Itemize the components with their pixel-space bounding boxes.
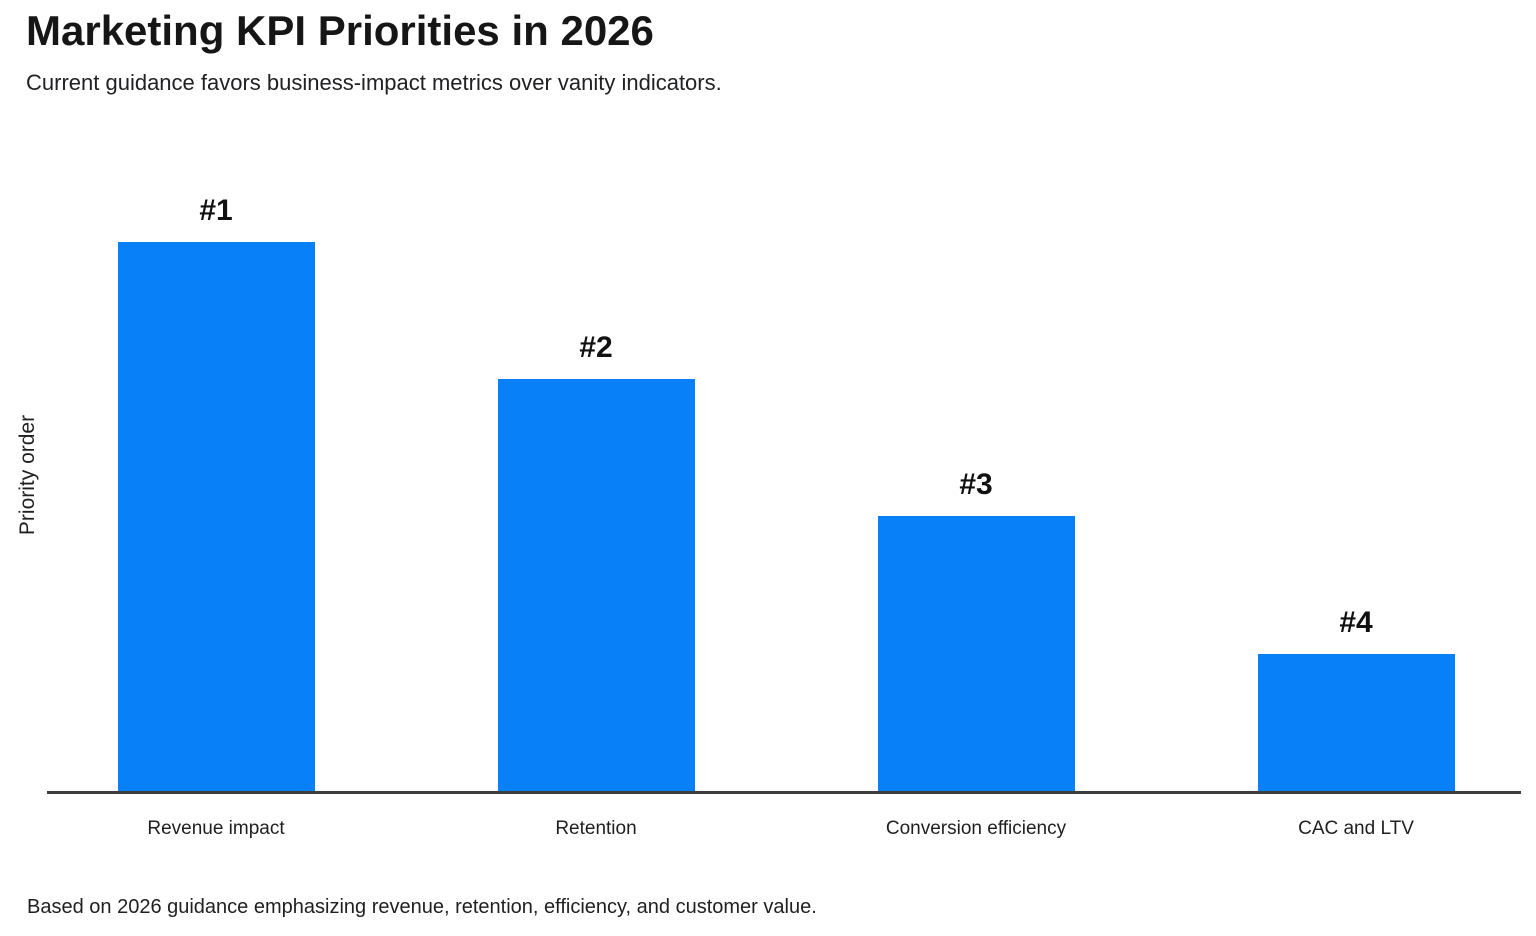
x-axis-category-label: CAC and LTV: [1298, 818, 1414, 839]
chart-title: Marketing KPI Priorities in 2026: [26, 7, 654, 54]
bar: [117, 242, 315, 791]
bar-value-label: #3: [959, 468, 993, 501]
bar: [877, 516, 1075, 791]
x-axis-category-label: Conversion efficiency: [885, 818, 1067, 839]
x-axis-line: [47, 791, 1521, 794]
bar-value-label: #4: [1339, 606, 1373, 639]
chart-subtitle: Current guidance favors business-impact …: [26, 70, 722, 95]
bar-value-label: #2: [579, 331, 613, 364]
x-axis-category-label: Retention: [555, 818, 637, 839]
bar: [497, 379, 695, 791]
bar: [1257, 654, 1455, 791]
chart-footnote: Based on 2026 guidance emphasizing reven…: [27, 896, 817, 918]
x-axis-category-label: Revenue impact: [147, 818, 285, 839]
bar-value-label: #1: [199, 194, 233, 227]
y-axis-label: Priority order: [16, 414, 39, 536]
